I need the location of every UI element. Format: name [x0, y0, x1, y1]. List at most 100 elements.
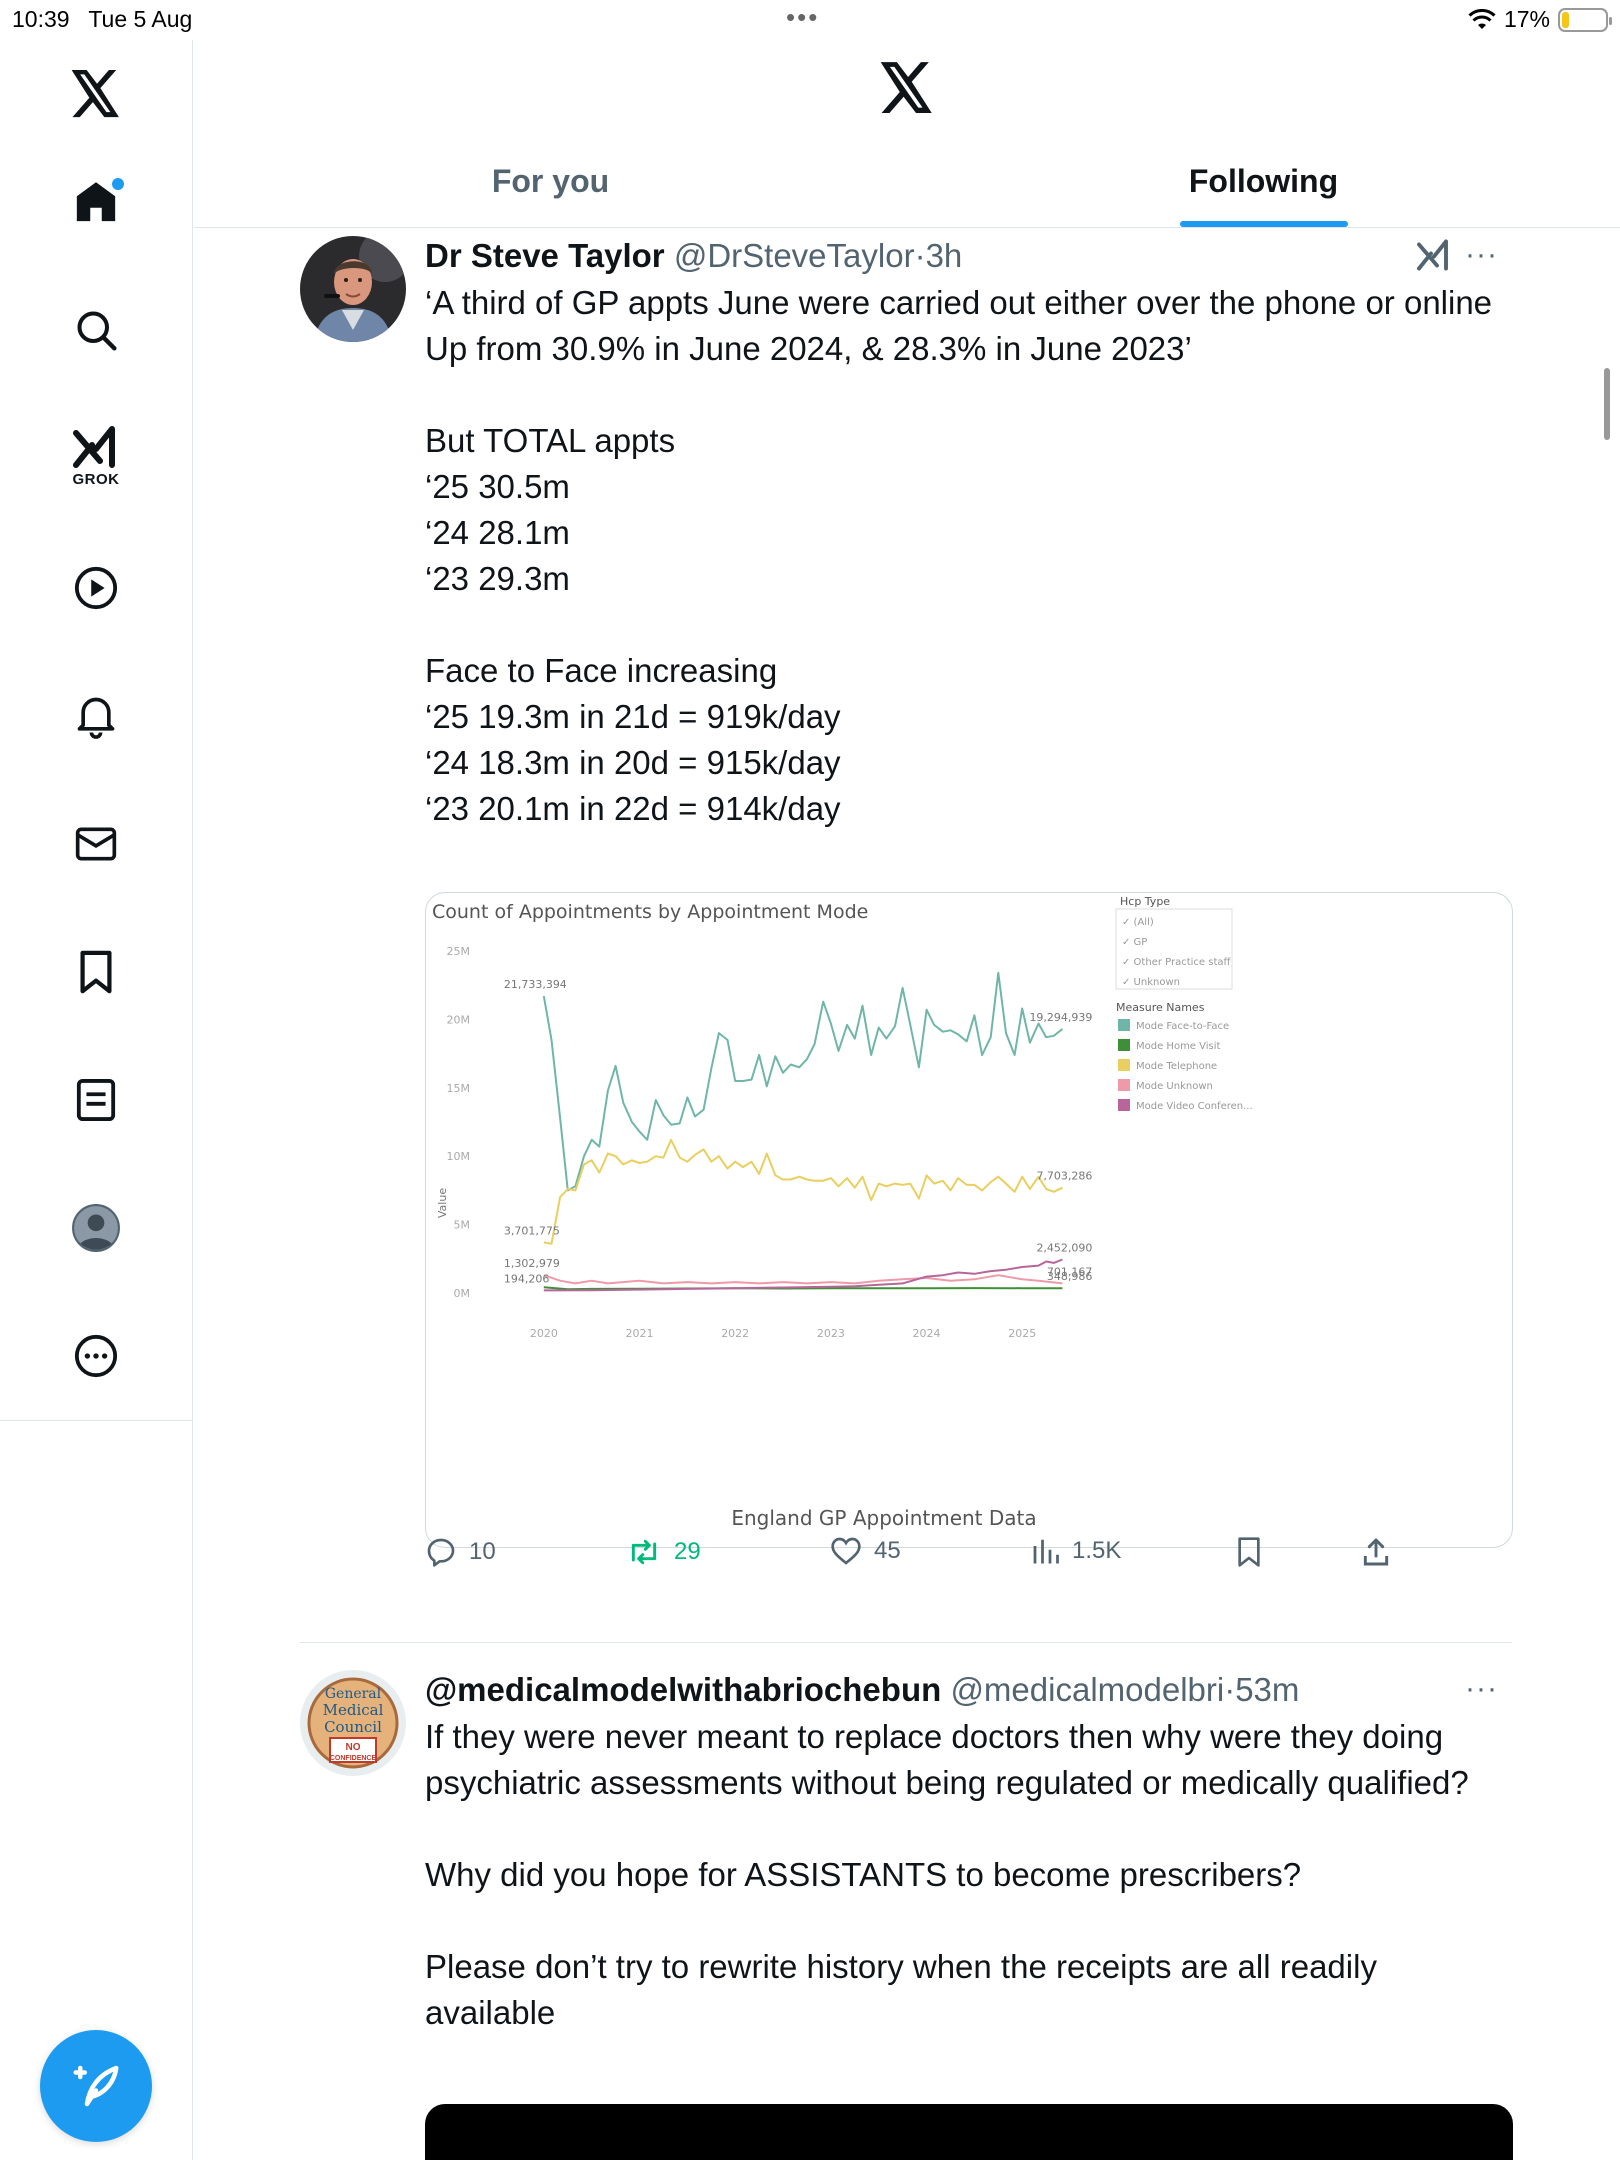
separator: ·: [1224, 1671, 1236, 1708]
author-handle[interactable]: @medicalmodelbri: [950, 1671, 1225, 1708]
battery-percent: 17%: [1503, 6, 1550, 32]
x-tick-label: 2024: [913, 1327, 941, 1340]
tweet-time[interactable]: 53m: [1235, 1671, 1300, 1708]
author-handle[interactable]: @DrSteveTaylor: [673, 237, 915, 274]
media-preview[interactable]: [425, 2104, 1513, 2160]
data-label: 1,302,979: [504, 1257, 560, 1270]
reply-button[interactable]: 10: [425, 1536, 496, 1568]
multitask-dots-icon[interactable]: •••: [786, 2, 820, 32]
tab-following[interactable]: Following: [907, 135, 1620, 227]
more-options-icon[interactable]: ···: [1465, 238, 1498, 271]
status-right: 17%: [1468, 6, 1612, 33]
tweet-text: If they were never meant to replace doct…: [425, 1714, 1512, 2036]
tweet-body: @medicalmodelwithabriochebun @medicalmod…: [425, 1670, 1512, 2036]
tweet-line: [425, 602, 1512, 648]
grok-explain-button[interactable]: [1416, 238, 1452, 277]
filter-option: ✓ Unknown: [1122, 977, 1180, 988]
tweet-line: Why did you hope for ASSISTANTS to becom…: [425, 1856, 1302, 1893]
legend-swatch: [1118, 1019, 1130, 1031]
nav-video[interactable]: [62, 554, 130, 622]
legend-entry: Mode Video Conferen...: [1136, 1101, 1253, 1112]
heart-icon: [831, 1537, 861, 1565]
tweet-header: Dr Steve Taylor @DrSteveTaylor·3h: [425, 236, 1512, 276]
tweet-line: [425, 1806, 1512, 1852]
nav-explore[interactable]: [62, 296, 130, 364]
share-icon: [1363, 1538, 1389, 1566]
x-tick-label: 2020: [530, 1327, 558, 1340]
filter-option: ✓ Other Practice staff: [1122, 957, 1232, 968]
list-icon: [76, 1079, 116, 1121]
nav-more[interactable]: [62, 1322, 130, 1390]
tweet-image-chart[interactable]: Count of Appointments by Appointment Mod…: [425, 892, 1513, 1548]
scrollbar[interactable]: [1604, 368, 1610, 440]
x-logo-icon[interactable]: [880, 62, 934, 119]
grok-icon: [73, 425, 115, 468]
y-tick-label: 5M: [454, 1219, 471, 1232]
tab-for-you[interactable]: For you: [491, 162, 610, 199]
author-name[interactable]: @medicalmodelwithabriochebun: [425, 1671, 942, 1708]
data-label: 7,703,286: [1036, 1170, 1092, 1183]
tweet-line: [425, 372, 1512, 418]
data-label: 194,206: [504, 1272, 549, 1285]
nav-lists[interactable]: [62, 1066, 130, 1134]
tweet-line: Please don’t try to rewrite history when…: [425, 1948, 1377, 2031]
compose-button[interactable]: [40, 2030, 152, 2142]
compose-icon: [73, 2065, 119, 2107]
nav-home[interactable]: [62, 168, 130, 236]
share-button[interactable]: [1360, 1536, 1392, 1568]
tweet-line: ‘24 18.3m in 20d = 915k/day: [425, 744, 841, 781]
nav-messages[interactable]: [62, 810, 130, 878]
tweet-time[interactable]: 3h: [925, 237, 963, 274]
y-axis-label: Value: [436, 1188, 449, 1218]
status-bar: 10:39 Tue 5 Aug ••• 17%: [0, 0, 1620, 40]
avatar[interactable]: General Medical Council NO CONFIDENCE: [300, 1670, 406, 1776]
view-count: 1.5K: [1072, 1537, 1122, 1564]
mail-icon: [75, 827, 117, 861]
battery-icon: [1558, 7, 1612, 32]
nav-profile[interactable]: [62, 1194, 130, 1262]
nav-notifications[interactable]: [62, 682, 130, 750]
chart-title: Count of Appointments by Appointment Mod…: [432, 901, 868, 923]
x-logo-icon[interactable]: [62, 60, 130, 128]
filter-title: Hcp Type: [1120, 895, 1170, 908]
legend-swatch: [1118, 1059, 1130, 1071]
reply-icon: [427, 1538, 455, 1567]
x-tick-label: 2022: [721, 1327, 749, 1340]
legend-title: Measure Names: [1116, 1001, 1205, 1014]
x-tick-label: 2023: [817, 1327, 845, 1340]
nav-bookmarks[interactable]: [62, 938, 130, 1006]
tweet-line: Up from 30.9% in June 2024, & 28.3% in J…: [425, 330, 1192, 367]
status-time: 10:39 Tue 5 Aug: [12, 6, 193, 32]
bookmark-button[interactable]: [1235, 1536, 1263, 1568]
tweet-line: ‘24 28.1m: [425, 514, 570, 551]
filter-option: ✓ (All): [1122, 917, 1154, 928]
avatar-text: NO: [346, 1742, 361, 1753]
x-tick-label: 2021: [626, 1327, 654, 1340]
more-options-icon[interactable]: ···: [1465, 1672, 1498, 1705]
tweet-line: ‘25 19.3m in 21d = 919k/day: [425, 698, 841, 735]
views-button[interactable]: 1.5K: [1030, 1536, 1121, 1566]
author-name[interactable]: Dr Steve Taylor: [425, 237, 665, 274]
data-label: 701,167: [1047, 1265, 1093, 1278]
avatar-text: General: [325, 1686, 382, 1702]
x-tick-label: 2025: [1008, 1327, 1036, 1340]
avatar[interactable]: [300, 236, 406, 342]
home-notification-dot: [112, 178, 124, 190]
nav-grok[interactable]: GROK: [62, 422, 130, 490]
grok-icon: [1417, 239, 1448, 271]
nav-divider: [0, 1420, 193, 1421]
filter-box: [1115, 908, 1233, 990]
like-button[interactable]: 45: [830, 1536, 901, 1566]
tweet-body: Dr Steve Taylor @DrSteveTaylor·3h ··· ‘A…: [425, 236, 1512, 832]
tweet-divider: [300, 1642, 1512, 1643]
play-icon: [74, 566, 118, 610]
filter-option: ✓ GP: [1122, 937, 1147, 948]
legend-swatch: [1118, 1039, 1130, 1051]
legend-swatch: [1118, 1099, 1130, 1111]
tweet-text: ‘A third of GP appts June were carried o…: [425, 280, 1512, 832]
tweet-line: But TOTAL appts: [425, 422, 676, 459]
repost-button[interactable]: 29: [626, 1536, 701, 1568]
tweet-line: [425, 1898, 1512, 1944]
tweet-header: @medicalmodelwithabriochebun @medicalmod…: [425, 1670, 1512, 1710]
tweet-actions: 10 29 45 1.5K: [300, 1536, 1512, 1586]
